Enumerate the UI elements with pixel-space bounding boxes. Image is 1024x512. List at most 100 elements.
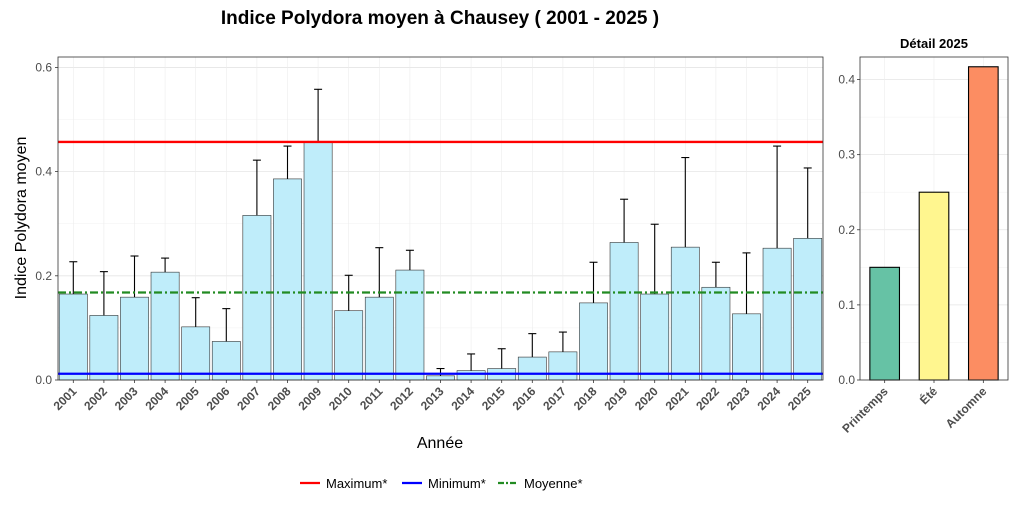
error-bar-2009 [314, 88, 323, 142]
bar-2009 [303, 141, 333, 381]
x-tick-label: 2022 [693, 384, 722, 413]
x-tick-label: 2023 [724, 384, 753, 413]
bar-2025 [793, 237, 823, 381]
subplot-x-ticks: Printemps Été Automne [839, 380, 990, 436]
error-bar-2016 [528, 333, 537, 358]
bar-2018 [579, 302, 608, 381]
error-bar-2020 [650, 223, 659, 295]
main-y-ticks: 0.0 0.2 0.4 0.6 [35, 60, 58, 387]
bar-2022 [701, 286, 731, 381]
bar-2019 [609, 242, 639, 381]
subplot-y-tick-label: 0.2 [838, 223, 855, 237]
bar-2016 [517, 356, 547, 381]
x-tick-label: 2013 [418, 384, 447, 413]
bar-2017 [548, 351, 578, 381]
error-bar-2025 [803, 167, 812, 239]
x-tick-label: 2024 [754, 384, 783, 413]
subplot-y-tick-label: 0.0 [838, 373, 855, 387]
x-tick-label: 2009 [295, 384, 324, 413]
y-tick-label: 0.6 [35, 60, 52, 74]
x-tick-label: 2004 [142, 384, 171, 413]
bar-2023 [732, 313, 761, 381]
x-tick-label: 2002 [81, 384, 110, 413]
legend-item-minimum: Minimum* [402, 476, 486, 491]
error-bar-2019 [620, 198, 629, 243]
x-tick-label: 2001 [51, 384, 80, 413]
bar-2013 [426, 375, 455, 381]
error-bar-2001 [69, 261, 78, 295]
x-tick-label: 2012 [387, 384, 416, 413]
error-bar-2022 [711, 261, 720, 288]
legend-item-maximum: Maximum* [300, 476, 387, 491]
x-tick-label: 2005 [173, 384, 202, 413]
subplot-bar-automne [967, 66, 999, 381]
bar-2020 [640, 293, 670, 381]
error-bar-2004 [161, 257, 170, 273]
error-bar-2017 [558, 331, 567, 352]
error-bar-2005 [191, 297, 200, 327]
error-bar-2006 [222, 308, 231, 342]
chart-title: Indice Polydora moyen à Chausey ( 2001 -… [220, 8, 660, 29]
error-bar-2003 [130, 255, 139, 298]
subplot-x-tick-label: Été [916, 383, 940, 407]
x-tick-label: 2011 [357, 384, 386, 413]
y-tick-label: 0.4 [35, 165, 52, 179]
subplot-x-tick-label: Automne [943, 384, 990, 431]
error-bar-2023 [742, 252, 751, 314]
main-error-bars [69, 88, 812, 376]
bar-2001 [58, 293, 88, 381]
error-bar-2008 [283, 145, 292, 179]
bar-2008 [273, 178, 302, 381]
error-bar-2014 [467, 353, 476, 371]
main-bars [58, 141, 823, 381]
subplot-y-tick-label: 0.4 [838, 73, 855, 87]
error-bar-2002 [99, 271, 108, 316]
bar-2012 [395, 269, 425, 381]
x-tick-label: 2025 [785, 384, 814, 413]
bar-2003 [120, 296, 149, 381]
subplot-y-ticks: 0.0 0.1 0.2 0.3 0.4 [838, 73, 860, 387]
bar-2002 [89, 315, 119, 381]
legend-label: Minimum* [428, 476, 486, 491]
x-tick-label: 2008 [265, 384, 294, 413]
bar-2024 [762, 247, 792, 381]
error-bar-2021 [681, 156, 690, 248]
y-tick-label: 0.0 [35, 373, 52, 387]
x-tick-label: 2016 [510, 384, 539, 413]
x-axis-label: Année [417, 435, 463, 452]
error-bar-2011 [375, 247, 384, 298]
y-tick-label: 0.2 [35, 269, 52, 283]
bar-2007 [242, 215, 272, 381]
legend: Maximum* Minimum* Moyenne* [300, 476, 583, 491]
legend-label: Maximum* [326, 476, 387, 491]
main-x-ticks: 2001 2002 2003 2004 2005 2006 2007 2008 2009 2010… [51, 380, 814, 413]
x-tick-label: 2018 [571, 384, 600, 413]
subplot-bar-été [918, 191, 950, 381]
bar-2021 [670, 246, 700, 381]
error-bar-2007 [252, 159, 261, 216]
legend-item-moyenne: Moyenne* [498, 476, 583, 491]
bar-2004 [150, 271, 180, 381]
x-tick-label: 2010 [326, 384, 355, 413]
x-tick-label: 2017 [540, 384, 569, 413]
main-reference-lines [58, 140, 823, 375]
bar-2005 [181, 326, 211, 381]
legend-label: Moyenne* [524, 476, 583, 491]
subplot-bar-printemps [869, 266, 901, 381]
y-axis-label: Indice Polydora moyen [13, 137, 30, 300]
subplot-y-tick-label: 0.3 [838, 148, 855, 162]
x-tick-label: 2007 [234, 384, 263, 413]
bar-2011 [364, 296, 394, 381]
x-tick-label: 2021 [663, 384, 692, 413]
bar-2014 [456, 370, 486, 381]
subplot-y-tick-label: 0.1 [838, 298, 855, 312]
x-tick-label: 2019 [601, 384, 630, 413]
error-bar-2018 [589, 261, 598, 303]
error-bar-2012 [405, 249, 414, 271]
subplot-x-tick-label: Printemps [839, 384, 891, 436]
x-tick-label: 2015 [479, 384, 508, 413]
x-tick-label: 2020 [632, 384, 661, 413]
subplot-title: Détail 2025 [900, 36, 968, 51]
error-bar-2024 [773, 145, 782, 249]
error-bar-2015 [497, 348, 506, 369]
